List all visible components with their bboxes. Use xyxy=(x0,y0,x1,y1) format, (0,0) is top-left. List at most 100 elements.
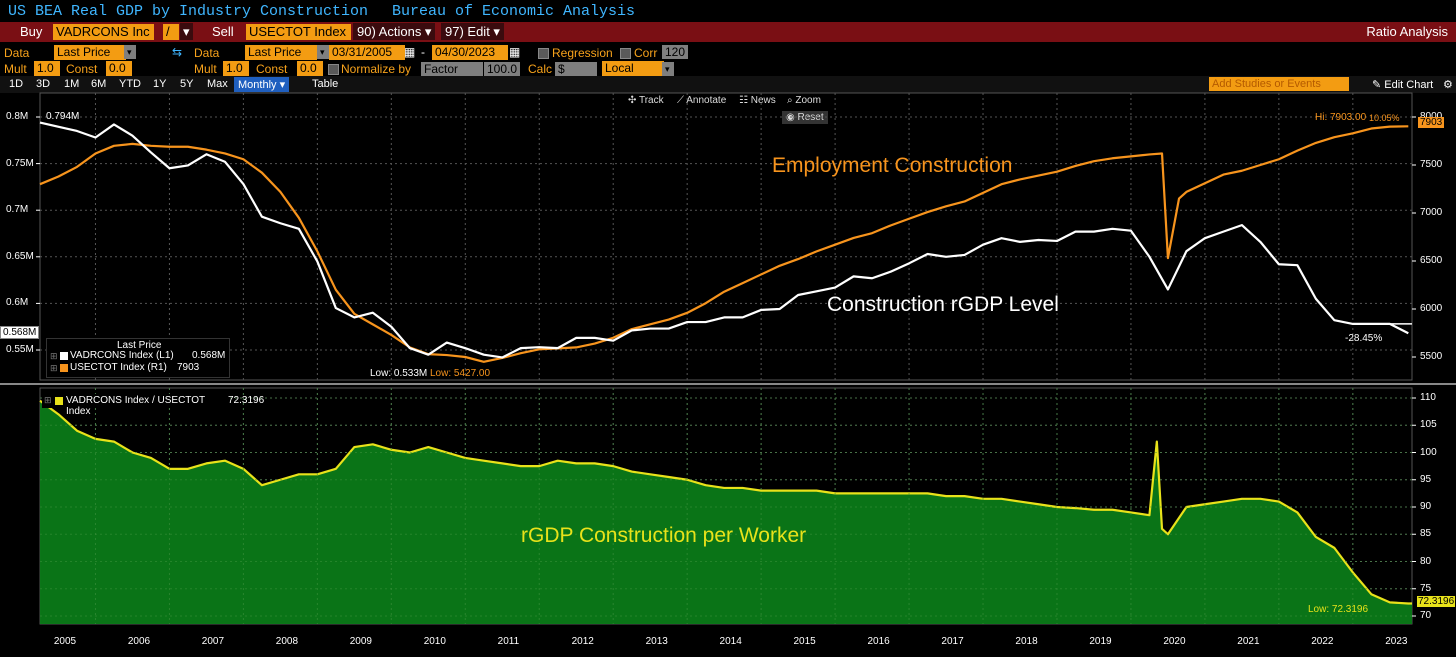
corr-checkbox[interactable] xyxy=(620,48,631,59)
normalize-checkbox[interactable] xyxy=(328,64,339,75)
x-tick-label: 2011 xyxy=(497,636,520,647)
right-axis-label: 6000 xyxy=(1420,303,1443,314)
add-studies-input[interactable]: Add Studies or Events xyxy=(1209,77,1349,91)
calendar-icon[interactable]: ▦ xyxy=(509,45,521,59)
ratio-axis-label: 110 xyxy=(1420,392,1436,403)
legend-swatch-yellow xyxy=(55,397,63,405)
mult-label: Mult xyxy=(4,62,27,76)
data2-dropdown-icon[interactable]: ▾ xyxy=(317,45,329,59)
legend-series2-value: 7903 xyxy=(177,362,200,373)
low-right-label: Low: 5427.00 xyxy=(430,368,491,379)
currency-dropdown-icon[interactable]: ▾ xyxy=(662,62,674,76)
x-tick-label: 2015 xyxy=(793,636,816,647)
const-input[interactable]: 0.0 xyxy=(106,61,132,76)
factor-input[interactable]: 100.0 xyxy=(484,62,520,76)
period-bar xyxy=(0,76,1456,93)
table-button[interactable]: Table xyxy=(312,78,339,90)
period-ytd[interactable]: YTD xyxy=(119,78,141,90)
operator-select[interactable]: / xyxy=(163,24,179,40)
right-axis-label: 5500 xyxy=(1420,351,1443,362)
x-tick-label: 2018 xyxy=(1015,636,1038,647)
data-dropdown-icon[interactable]: ▾ xyxy=(124,45,136,59)
pencil-icon: ⟋ xyxy=(677,95,687,106)
legend-ratio-series[interactable]: VADRCONS Index / USECTOT Index xyxy=(66,395,205,417)
edit-menu[interactable]: 97) Edit ▾ xyxy=(441,23,504,40)
legend-ratio-value: 72.3196 xyxy=(228,395,265,406)
source-title: Bureau of Economic Analysis xyxy=(392,3,636,20)
ratio-axis-label: 85 xyxy=(1420,528,1432,540)
news-tool[interactable]: ☷ News xyxy=(739,95,776,106)
title-bar: US BEA Real GDP by Industry Construction… xyxy=(0,0,1456,22)
track-label: Track xyxy=(638,95,664,106)
corr-label: Corr xyxy=(634,46,658,60)
legend-series2[interactable]: USECTOT Index (R1) xyxy=(70,362,167,373)
period-6m[interactable]: 6M xyxy=(91,78,107,90)
ratio-area xyxy=(40,400,1412,624)
calc-select[interactable]: $ xyxy=(555,62,597,76)
calendar-icon[interactable]: ▦ xyxy=(404,45,416,59)
x-tick-label: 2019 xyxy=(1089,636,1112,647)
data2-select[interactable]: Last Price xyxy=(245,45,317,60)
x-tick-label: 2014 xyxy=(719,636,742,647)
settings-icon[interactable]: ⚙ xyxy=(1443,79,1453,91)
annotate-tool[interactable]: ⟋ Annotate xyxy=(677,95,726,106)
high-label: Hi: 7903.00 xyxy=(1315,112,1367,123)
x-tick-label: 2009 xyxy=(349,636,372,647)
expand-icon[interactable]: ⊞ xyxy=(50,363,58,373)
last-right-tag: 7903 xyxy=(1418,117,1445,128)
legend-swatch-orange xyxy=(60,364,68,372)
period-5y[interactable]: 5Y xyxy=(180,78,194,90)
regression-checkbox[interactable] xyxy=(538,48,549,59)
ratio-axis-label: 100 xyxy=(1420,446,1437,458)
period-1y[interactable]: 1Y xyxy=(153,78,167,90)
annotate-label: Annotate xyxy=(686,95,727,106)
last-ratio-tag: 72.3196 xyxy=(1417,596,1456,607)
buy-ticker-input[interactable]: VADRCONS Inc xyxy=(53,24,154,40)
swap-icon[interactable]: ⇆ xyxy=(172,45,183,59)
expand-icon[interactable]: ⊞ xyxy=(44,395,52,405)
x-tick-label: 2007 xyxy=(201,636,225,647)
data-select[interactable]: Last Price xyxy=(54,45,126,60)
zoom-tool[interactable]: ⌕ Zoom xyxy=(787,95,821,106)
operator-dropdown-icon[interactable]: ▾ xyxy=(180,23,193,40)
start-date-input[interactable]: 03/31/2005 xyxy=(329,45,405,60)
low-left-label: Low: 0.533M xyxy=(370,368,428,379)
date-dash: - xyxy=(421,45,425,59)
per-worker-annotation: rGDP Construction per Worker xyxy=(521,524,807,547)
right-axis-label: 7500 xyxy=(1420,159,1443,170)
legend-series1-value: 0.568M xyxy=(192,350,226,361)
period-3d[interactable]: 3D xyxy=(36,78,51,90)
mult-input[interactable]: 1.0 xyxy=(34,61,60,76)
rgdp-level-annotation: Construction rGDP Level xyxy=(827,293,1059,316)
frequency-select[interactable]: Monthly ▾ xyxy=(234,77,290,92)
sell-label: Sell xyxy=(212,24,234,39)
ratio-axis-label: 80 xyxy=(1420,555,1432,567)
const2-input[interactable]: 0.0 xyxy=(297,61,323,76)
security-title: US BEA Real GDP by Industry Construction xyxy=(8,3,369,20)
rgdp-level-line xyxy=(39,121,1409,359)
ratio-axis-label: 95 xyxy=(1420,473,1432,485)
x-tick-label: 2005 xyxy=(53,636,77,647)
mult2-label: Mult xyxy=(194,62,217,76)
expand-icon[interactable]: ⊞ xyxy=(50,351,58,361)
corr-window-input[interactable]: 120 xyxy=(662,45,688,59)
ratio-analysis-title: Ratio Analysis xyxy=(1366,24,1448,39)
edit-chart-button[interactable]: ✎ Edit Chart xyxy=(1372,79,1434,91)
x-tick-label: 2023 xyxy=(1385,636,1408,647)
period-max[interactable]: Max xyxy=(207,78,228,90)
period-1m[interactable]: 1M xyxy=(64,78,80,90)
legend-series1[interactable]: VADRCONS Index (L1) xyxy=(70,350,174,361)
x-tick-label: 2010 xyxy=(423,636,446,647)
currency-select[interactable]: Local xyxy=(602,61,664,76)
mult2-input[interactable]: 1.0 xyxy=(223,61,249,76)
end-date-input[interactable]: 04/30/2023 xyxy=(432,45,508,60)
actions-menu[interactable]: 90) Actions ▾ xyxy=(353,23,436,40)
sell-ticker-input[interactable]: USECTOT Index xyxy=(246,24,351,40)
period-1d[interactable]: 1D xyxy=(9,78,24,90)
normalize-select[interactable]: Factor xyxy=(421,62,483,76)
const-label: Const xyxy=(66,62,98,76)
x-tick-label: 2008 xyxy=(275,636,299,647)
track-tool[interactable]: ✣ Track xyxy=(628,95,664,106)
ratio-low-label: Low: 72.3196 xyxy=(1308,604,1369,615)
